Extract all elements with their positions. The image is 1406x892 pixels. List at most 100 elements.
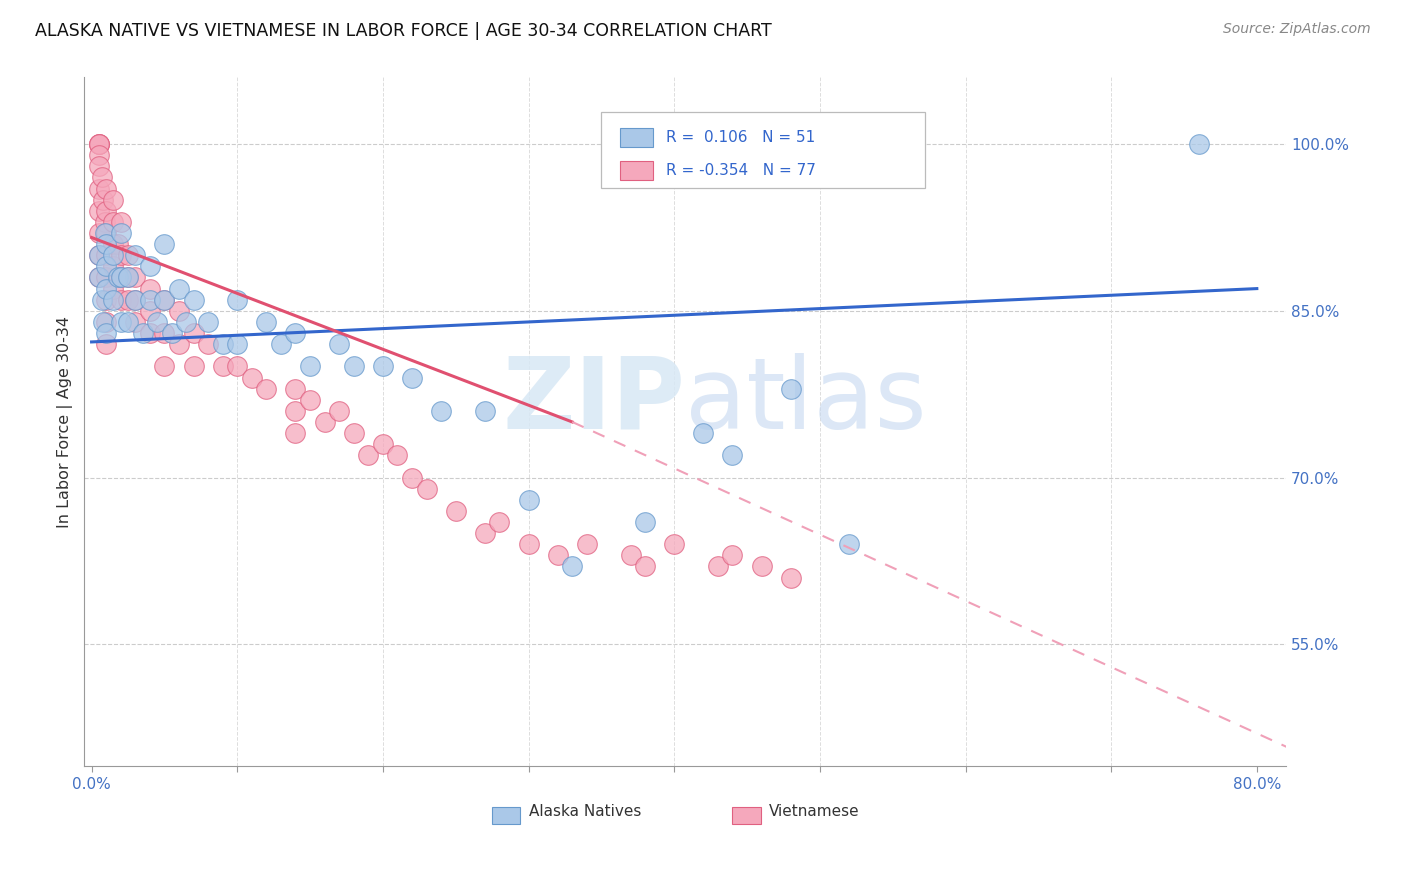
Text: R = -0.354   N = 77: R = -0.354 N = 77 xyxy=(666,163,815,178)
Point xyxy=(94,270,117,285)
Point xyxy=(343,359,366,374)
Point xyxy=(371,359,394,374)
Point xyxy=(371,437,394,451)
Point xyxy=(117,315,139,329)
Point xyxy=(547,549,569,563)
Point xyxy=(838,537,860,551)
Point xyxy=(240,370,263,384)
Point xyxy=(139,293,162,307)
Point xyxy=(183,326,205,340)
Point xyxy=(87,181,110,195)
Point xyxy=(721,448,744,462)
Point xyxy=(197,337,219,351)
Point xyxy=(91,315,114,329)
Point xyxy=(779,570,801,584)
Point xyxy=(634,559,657,574)
Point xyxy=(146,315,169,329)
Point xyxy=(117,248,139,262)
Point xyxy=(87,248,110,262)
Point xyxy=(226,359,249,374)
Point xyxy=(94,181,117,195)
Point xyxy=(664,537,686,551)
Point xyxy=(299,392,322,407)
Point xyxy=(561,559,583,574)
Point xyxy=(284,382,307,396)
Point xyxy=(357,448,380,462)
Point xyxy=(401,370,423,384)
Text: ZIP: ZIP xyxy=(502,352,685,450)
Point xyxy=(167,282,190,296)
Text: R =  0.106   N = 51: R = 0.106 N = 51 xyxy=(666,130,815,145)
Point xyxy=(139,260,162,274)
Point xyxy=(488,515,510,529)
Point xyxy=(153,359,176,374)
Point xyxy=(124,315,146,329)
Point xyxy=(270,337,292,351)
Point xyxy=(707,559,730,574)
Point xyxy=(94,226,117,240)
FancyBboxPatch shape xyxy=(733,807,761,823)
Point xyxy=(94,315,117,329)
Point xyxy=(94,326,117,340)
FancyBboxPatch shape xyxy=(620,128,652,146)
Point xyxy=(254,315,277,329)
Point xyxy=(94,237,117,252)
Point xyxy=(211,337,233,351)
Point xyxy=(110,293,132,307)
Point xyxy=(87,137,110,152)
Point xyxy=(94,203,117,218)
Point xyxy=(110,270,132,285)
Point xyxy=(93,226,115,240)
Point xyxy=(93,215,115,229)
Point xyxy=(284,326,307,340)
Point xyxy=(110,315,132,329)
Point xyxy=(94,260,117,274)
Text: Source: ZipAtlas.com: Source: ZipAtlas.com xyxy=(1223,22,1371,37)
Point xyxy=(110,215,132,229)
Point xyxy=(183,293,205,307)
Point xyxy=(110,248,132,262)
Point xyxy=(117,293,139,307)
Point xyxy=(110,226,132,240)
Point xyxy=(87,270,110,285)
Point xyxy=(94,337,117,351)
Point xyxy=(110,270,132,285)
Point xyxy=(103,260,125,274)
Point xyxy=(226,293,249,307)
Point xyxy=(87,137,110,152)
Point xyxy=(107,270,129,285)
Point xyxy=(117,270,139,285)
Point xyxy=(430,404,453,418)
Point xyxy=(183,359,205,374)
Point xyxy=(87,137,110,152)
Point xyxy=(87,270,110,285)
Point xyxy=(517,537,540,551)
Point xyxy=(254,382,277,396)
Point xyxy=(401,470,423,484)
Point xyxy=(1187,137,1209,152)
Point xyxy=(124,293,146,307)
Point xyxy=(721,549,744,563)
Point xyxy=(94,248,117,262)
Y-axis label: In Labor Force | Age 30-34: In Labor Force | Age 30-34 xyxy=(58,316,73,528)
Point xyxy=(167,337,190,351)
Point xyxy=(139,326,162,340)
Point xyxy=(103,293,125,307)
Point xyxy=(103,237,125,252)
Point xyxy=(107,237,129,252)
FancyBboxPatch shape xyxy=(620,161,652,180)
Point xyxy=(87,159,110,173)
Point xyxy=(751,559,773,574)
Point xyxy=(299,359,322,374)
Point xyxy=(87,203,110,218)
Point xyxy=(87,248,110,262)
Point xyxy=(174,315,197,329)
Point xyxy=(779,382,801,396)
Point xyxy=(314,415,336,429)
Point xyxy=(153,326,176,340)
Point xyxy=(90,170,112,185)
Point xyxy=(160,326,183,340)
Point xyxy=(153,293,176,307)
Point xyxy=(619,549,641,563)
Point xyxy=(328,404,350,418)
